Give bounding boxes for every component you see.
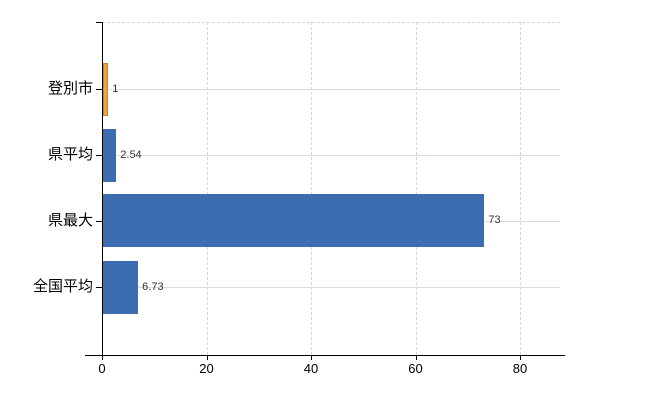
x-axis-tick-label: 20: [199, 361, 214, 376]
bar-series: [103, 260, 139, 314]
bar-value-label: 1: [112, 82, 119, 95]
category-label: 県平均: [47, 146, 93, 163]
x-axis-tick: [520, 355, 521, 360]
x-gridline: [206, 22, 208, 355]
category-label: 登別市: [47, 80, 93, 97]
y-axis-top-tick: [96, 22, 102, 23]
x-gridline: [415, 22, 417, 355]
category-gridline: [103, 287, 560, 288]
category-label: 全国平均: [32, 278, 93, 295]
x-axis-tick-label: 60: [408, 361, 423, 376]
x-gridline: [520, 22, 521, 355]
x-axis-tick: [102, 355, 103, 360]
plot-top-border: [102, 22, 560, 23]
x-axis-line: [85, 355, 565, 356]
y-axis-line: [102, 22, 103, 355]
bar-value-label: 6.73: [142, 280, 164, 293]
x-axis-tick-label: 80: [512, 361, 528, 376]
category-label: 県最大: [47, 211, 93, 229]
y-axis-tick: [96, 155, 102, 156]
y-axis-tick: [96, 220, 102, 222]
x-axis-tick: [206, 355, 208, 360]
x-gridline: [311, 22, 312, 355]
category-gridline: [103, 89, 560, 90]
x-axis-tick-label: 40: [303, 361, 319, 376]
bar-highlighted: [103, 62, 109, 116]
bar-series: [103, 128, 117, 182]
x-axis-tick: [311, 355, 312, 360]
bar-value-label: 73: [488, 214, 501, 226]
y-axis-tick: [96, 89, 102, 90]
bar-series: [103, 194, 485, 247]
x-axis-tick-label: 0: [98, 361, 106, 376]
category-gridline: [103, 155, 560, 156]
x-axis-tick: [415, 355, 417, 360]
y-axis-tick: [96, 287, 102, 288]
bar-value-label: 2.54: [120, 148, 142, 161]
